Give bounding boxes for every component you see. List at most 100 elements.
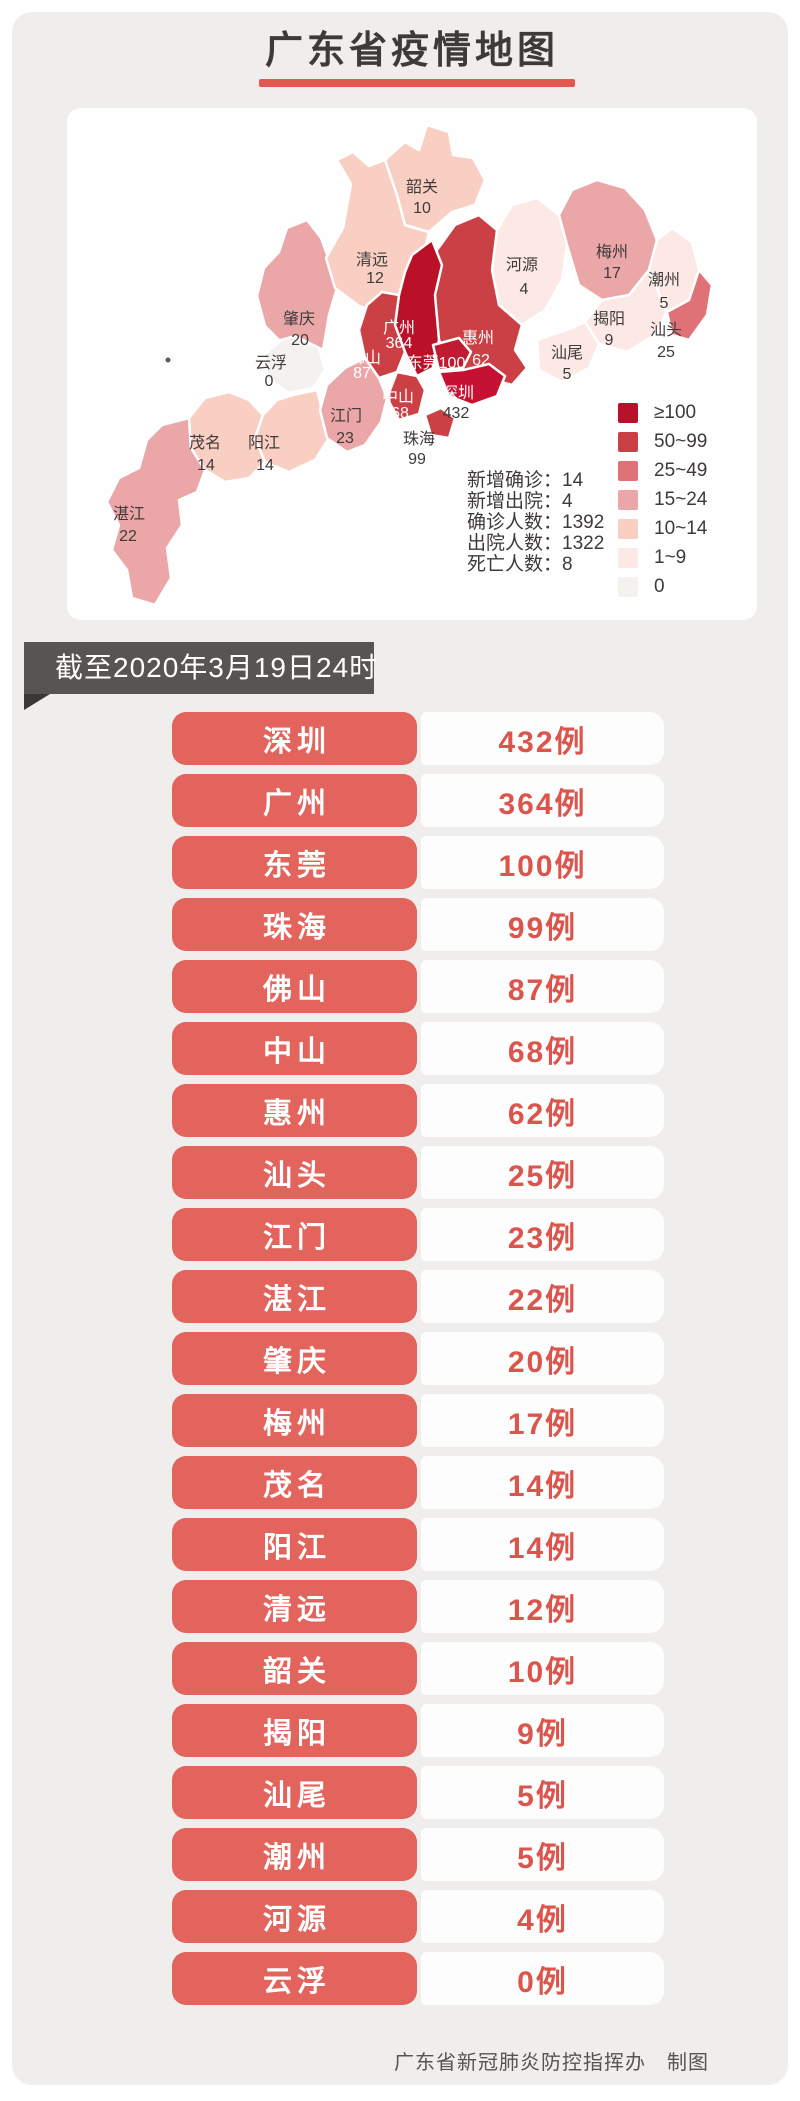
legend-item: ≥100 xyxy=(618,402,707,423)
map-count-qingyuan: 12 xyxy=(366,270,384,287)
map-count-meizhou: 17 xyxy=(603,265,621,282)
city-pill: 韶关 xyxy=(172,1642,417,1695)
case-count-label: 5例 xyxy=(517,1779,568,1813)
city-label: 肇庆 xyxy=(262,1345,331,1378)
stats-block: 新增确诊：14 新增出院：4 确诊人数：1392 出院人数：1322 死亡人数：… xyxy=(467,470,604,575)
legend-label: 0 xyxy=(654,576,665,597)
map-region-foshan xyxy=(357,290,407,380)
stat-line: 出院人数：1322 xyxy=(467,533,605,554)
map-label-dongguan: 东莞100 xyxy=(407,354,466,372)
case-count-cell: 432例 xyxy=(421,712,664,765)
city-pill: 肇庆 xyxy=(172,1332,417,1385)
map-label-qingyuan: 清远 xyxy=(356,251,388,269)
city-pill: 湛江 xyxy=(172,1270,417,1323)
case-count-label: 87例 xyxy=(507,973,578,1007)
city-label: 中山 xyxy=(262,1035,331,1068)
city-pill: 梅州 xyxy=(172,1394,417,1447)
case-count-cell: 22例 xyxy=(421,1270,664,1323)
table-row: 揭阳 9例 xyxy=(172,1704,664,1757)
city-label: 河源 xyxy=(262,1903,331,1936)
map-region-zhaoqing xyxy=(255,218,339,352)
legend-swatch xyxy=(618,403,638,423)
city-label: 珠海 xyxy=(262,911,331,944)
city-label: 茂名 xyxy=(262,1469,331,1502)
case-count-cell: 99例 xyxy=(421,898,664,951)
case-count-cell: 10例 xyxy=(421,1642,664,1695)
table-row: 汕尾 5例 xyxy=(172,1766,664,1819)
map-count-jiangmen: 23 xyxy=(336,430,354,447)
legend-label: 1~9 xyxy=(654,547,687,568)
city-label: 潮州 xyxy=(262,1841,331,1874)
table-row: 云浮 0例 xyxy=(172,1952,664,2005)
map-island-dot xyxy=(165,357,171,363)
city-pill: 广州 xyxy=(172,774,417,827)
case-count-cell: 87例 xyxy=(421,960,664,1013)
date-banner: 截至2020年3月19日24时 xyxy=(24,642,377,694)
map-count-huizhou: 62 xyxy=(472,352,490,369)
city-pill: 佛山 xyxy=(172,960,417,1013)
case-count-label: 99例 xyxy=(507,911,578,945)
city-label: 揭阳 xyxy=(262,1717,331,1750)
map-count-guangzhou: 364 xyxy=(386,335,413,352)
legend-swatch xyxy=(618,548,638,568)
city-pill: 东莞 xyxy=(172,836,417,889)
map-count-shenzhen: 432 xyxy=(443,405,470,422)
city-pill: 汕尾 xyxy=(172,1766,417,1819)
map-label-jiangmen: 江门 xyxy=(330,407,362,425)
legend-item: 10~14 xyxy=(618,518,708,539)
city-pill: 潮州 xyxy=(172,1828,417,1881)
table-row: 梅州 17例 xyxy=(172,1394,664,1447)
case-count-cell: 100例 xyxy=(421,836,664,889)
city-pill: 茂名 xyxy=(172,1456,417,1509)
legend-item: 1~9 xyxy=(618,547,707,568)
legend-item: 15~24 xyxy=(618,489,708,510)
case-count-cell: 12例 xyxy=(421,1580,664,1633)
city-label: 湛江 xyxy=(262,1283,331,1316)
case-count-cell: 68例 xyxy=(421,1022,664,1075)
case-count-label: 5例 xyxy=(517,1841,568,1875)
legend-label: 15~24 xyxy=(654,489,708,510)
case-count-label: 14例 xyxy=(507,1531,578,1565)
map-region-shaoguan xyxy=(383,123,487,234)
map-region-zhanjiang xyxy=(105,416,207,607)
city-pill: 中山 xyxy=(172,1022,417,1075)
map-region-guangzhou xyxy=(393,238,444,378)
case-count-label: 364例 xyxy=(498,787,587,821)
legend-swatch xyxy=(618,577,638,597)
city-label: 阳江 xyxy=(262,1531,331,1564)
city-label: 汕头 xyxy=(262,1159,331,1192)
case-count-label: 20例 xyxy=(507,1345,578,1379)
case-count-label: 23例 xyxy=(507,1221,578,1255)
city-pill: 珠海 xyxy=(172,898,417,951)
table-row: 汕头 25例 xyxy=(172,1146,664,1199)
stat-line: 新增出院：4 xyxy=(467,491,573,512)
map-region-shanwei xyxy=(535,320,601,384)
map-region-yunfu xyxy=(263,334,327,395)
map-label-meizhou: 梅州 xyxy=(596,243,628,261)
legend-label: 10~14 xyxy=(654,518,708,539)
city-pill: 揭阳 xyxy=(172,1704,417,1757)
legend-label: 50~99 xyxy=(654,431,708,452)
table-row: 阳江 14例 xyxy=(172,1518,664,1571)
map-label-jieyang: 揭阳 xyxy=(593,310,625,328)
map-count-zhanjiang: 22 xyxy=(119,528,137,545)
legend-swatch xyxy=(618,490,638,510)
map-region-zhuhai xyxy=(423,406,457,440)
table-row: 河源 4例 xyxy=(172,1890,664,1943)
table-row: 清远 12例 xyxy=(172,1580,664,1633)
legend-swatch xyxy=(618,461,638,481)
case-count-cell: 14例 xyxy=(421,1518,664,1571)
map-label-heyuan: 河源 xyxy=(506,256,538,274)
table-row: 潮州 5例 xyxy=(172,1828,664,1881)
city-pill: 清远 xyxy=(172,1580,417,1633)
map-count-jieyang: 9 xyxy=(605,332,614,349)
map-label-shantou: 汕头 xyxy=(650,321,682,339)
map-region-jiangmen xyxy=(318,356,389,454)
table-row: 东莞 100例 xyxy=(172,836,664,889)
map-label-foshan: 佛山 xyxy=(349,349,381,367)
case-count-label: 62例 xyxy=(507,1097,578,1131)
city-label: 东莞 xyxy=(262,849,331,882)
case-count-cell: 5例 xyxy=(421,1828,664,1881)
map-count-yangjiang: 14 xyxy=(256,457,274,474)
